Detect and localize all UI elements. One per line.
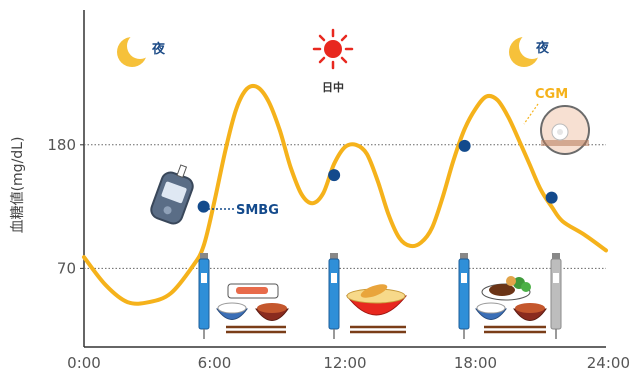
x-tick-label: 12:00 (323, 354, 366, 372)
y-tick-label: 180 (47, 136, 76, 154)
smbg-point (328, 169, 341, 182)
cgm-label: CGM (535, 87, 568, 102)
y-tick-label: 70 (57, 259, 76, 277)
insulin-pen-icon (328, 253, 340, 339)
night-label-left: 夜 (151, 41, 166, 57)
sun-icon (312, 28, 354, 70)
y-axis-label: 血糖値(mg/dL) (10, 137, 26, 234)
insulin-pen-icon (198, 253, 210, 339)
daytime-label: 日中 (322, 80, 344, 94)
dinner-icon (475, 276, 547, 334)
x-tick-label: 18:00 (454, 354, 497, 372)
x-tick-label: 0:00 (67, 354, 101, 372)
glucose-meter-icon (150, 164, 194, 225)
x-tick-label: 6:00 (198, 354, 232, 372)
moon-icon-right (509, 33, 545, 67)
x-tick-label: 24:00 (587, 354, 630, 372)
smbg-point (458, 139, 471, 152)
smbg-point (197, 200, 210, 213)
smbg-point (545, 191, 558, 204)
smbg-label: SMBG (236, 203, 279, 218)
insulin-pen-icon (458, 253, 470, 339)
cgm-glucose-line (82, 83, 608, 306)
lunch-noodle-bowl-icon (345, 284, 408, 334)
cgm-sensor-icon (540, 105, 590, 155)
moon-icon (117, 33, 153, 67)
insulin-pen-gray-icon (550, 253, 562, 339)
night-label-right: 夜 (535, 40, 550, 56)
cgm-leader (523, 103, 539, 125)
breakfast-icon (216, 283, 289, 334)
